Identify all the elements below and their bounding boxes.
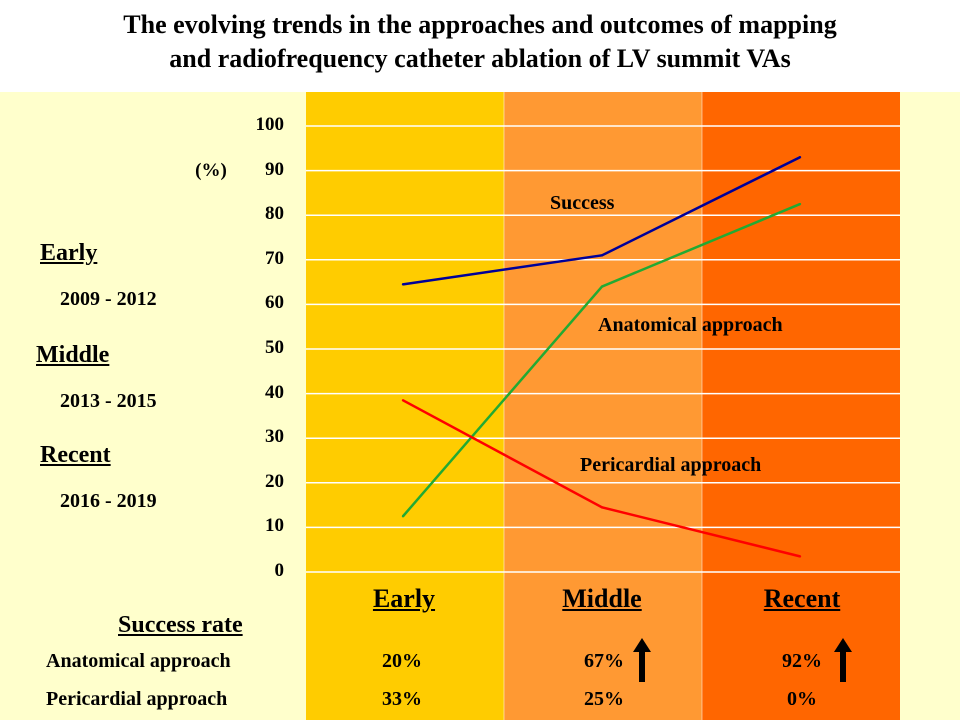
series-label-pericardial: Pericardial approach: [580, 454, 762, 476]
period-middle-name: Middle: [36, 342, 110, 368]
band-middle: [504, 92, 702, 720]
row-label-pericardial: Pericardial approach: [46, 688, 228, 710]
period-middle-years: 2013 - 2015: [60, 390, 157, 412]
y-tick-label: 90: [265, 158, 284, 180]
success-point: [798, 156, 802, 159]
column-header-recent: Recent: [763, 584, 841, 613]
y-tick-label: 100: [255, 114, 285, 135]
success-point: [600, 254, 604, 257]
success-rate-title: Success rate: [118, 612, 243, 638]
title-line-2: and radiofrequency catheter ablation of …: [169, 44, 791, 73]
y-tick-label: 70: [265, 247, 284, 269]
cell-pericardial-middle: 25%: [584, 688, 624, 710]
column-header-middle: Middle: [562, 584, 642, 613]
pericardial-point: [798, 555, 802, 558]
y-tick-label: 60: [265, 292, 284, 314]
pericardial-point: [600, 506, 604, 509]
band-early: [306, 92, 504, 720]
anatomical-point: [600, 285, 604, 288]
cell-anatomical-recent: 92%: [782, 650, 822, 672]
y-tick-label: 50: [265, 337, 284, 358]
period-early-years: 2009 - 2012: [60, 288, 157, 310]
y-unit-label: (%): [195, 160, 227, 181]
up-arrow-icon: [834, 638, 852, 682]
period-recent-name: Recent: [40, 442, 111, 468]
y-tick-label: 10: [265, 515, 284, 537]
band-recent: [702, 92, 900, 720]
pericardial-point: [401, 399, 405, 402]
series-label-anatomical: Anatomical approach: [598, 314, 783, 336]
column-header-early: Early: [372, 584, 436, 613]
success-point: [401, 283, 405, 286]
cell-pericardial-early: 33%: [382, 688, 422, 710]
period-recent-years: 2016 - 2019: [60, 490, 157, 512]
anatomical-point: [798, 202, 802, 206]
y-tick-label: 30: [265, 426, 284, 448]
anatomical-point: [401, 515, 405, 518]
cell-pericardial-recent: 0%: [787, 688, 817, 710]
slide-title: The evolving trends in the approaches an…: [0, 8, 960, 76]
row-label-anatomical: Anatomical approach: [46, 650, 231, 672]
cell-anatomical-early: 20%: [382, 650, 422, 672]
up-arrow-icon: [633, 638, 651, 682]
title-line-1: The evolving trends in the approaches an…: [123, 10, 837, 39]
content-panel: Early 2009 - 2012 Middle 2013 - 2015 Rec…: [0, 92, 960, 720]
y-tick-label: 40: [265, 381, 284, 403]
cell-anatomical-middle: 67%: [584, 650, 624, 672]
trend-chart: [306, 92, 900, 720]
period-early-name: Early: [40, 240, 98, 266]
y-tick-label: 80: [265, 203, 284, 225]
y-tick-label: 20: [265, 470, 284, 492]
series-label-success: Success: [550, 192, 615, 214]
y-tick-label: 0: [274, 560, 285, 581]
